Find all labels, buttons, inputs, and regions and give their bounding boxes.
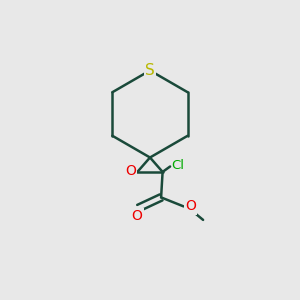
Text: O: O <box>125 164 136 178</box>
Text: S: S <box>145 63 155 78</box>
Text: Cl: Cl <box>172 159 184 172</box>
Text: O: O <box>132 209 142 224</box>
Text: O: O <box>185 200 196 213</box>
